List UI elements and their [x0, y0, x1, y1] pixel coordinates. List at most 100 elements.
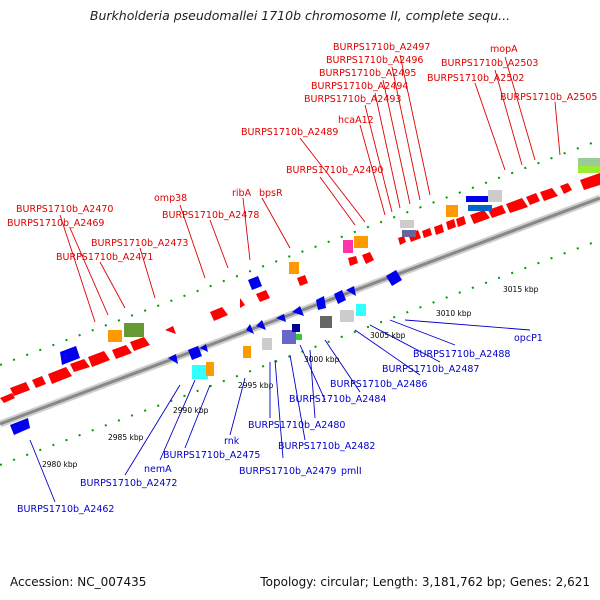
- forward-genes[interactable]: [0, 173, 600, 403]
- gene-arrow[interactable]: [130, 337, 150, 351]
- gene-arrow[interactable]: [456, 216, 466, 227]
- gene-label[interactable]: BURPS1710b_A2502: [427, 73, 524, 84]
- gene-label[interactable]: BURPS1710b_A2484: [289, 394, 386, 405]
- gene-label[interactable]: BURPS1710b_A2470: [16, 204, 113, 215]
- gene-arrow[interactable]: [560, 183, 572, 194]
- gene-arrow[interactable]: [398, 236, 406, 245]
- gene-arrow[interactable]: [48, 367, 72, 384]
- gene-label[interactable]: BURPS1710b_A2488: [413, 349, 510, 360]
- gene-arrow[interactable]: [248, 276, 262, 290]
- block-green[interactable]: [296, 334, 302, 340]
- gene-arrow[interactable]: [470, 210, 490, 224]
- gene-arrow[interactable]: [70, 359, 90, 372]
- block-orange[interactable]: [354, 236, 368, 248]
- block-magenta[interactable]: [343, 240, 353, 253]
- gene-arrow[interactable]: [422, 228, 432, 238]
- block-navy[interactable]: [292, 324, 300, 332]
- gene-arrow[interactable]: [240, 298, 245, 308]
- gene-arrow[interactable]: [446, 219, 456, 230]
- gene-arrow[interactable]: [60, 346, 80, 365]
- gene-label[interactable]: BURPS1710b_A2494: [311, 81, 408, 92]
- gene-label[interactable]: BURPS1710b_A2496: [326, 55, 423, 66]
- gene-label[interactable]: hcaA12: [338, 115, 374, 126]
- gene-label[interactable]: opcP1: [514, 333, 543, 344]
- gene-arrow[interactable]: [540, 188, 558, 201]
- gene-arrow[interactable]: [526, 193, 540, 205]
- block-blue[interactable]: [466, 196, 488, 202]
- block-cyan[interactable]: [192, 365, 208, 379]
- gene-arrow[interactable]: [112, 345, 132, 359]
- gene-arrow[interactable]: [276, 314, 286, 322]
- block-orange[interactable]: [446, 205, 458, 217]
- gene-arrow[interactable]: [256, 290, 270, 302]
- colored-blocks[interactable]: [108, 158, 600, 342]
- block-grey[interactable]: [262, 338, 272, 350]
- gene-arrow[interactable]: [210, 307, 228, 321]
- gene-label[interactable]: BURPS1710b_A2473: [91, 238, 188, 249]
- gene-label[interactable]: BURPS1710b_A2503: [441, 58, 538, 69]
- gene-label[interactable]: BURPS1710b_A2479: [239, 466, 336, 477]
- block-orange[interactable]: [108, 330, 122, 342]
- gene-arrow[interactable]: [200, 344, 208, 352]
- block-yellowgreen[interactable]: [578, 166, 600, 173]
- gene-label[interactable]: BURPS1710b_A2495: [319, 68, 416, 79]
- gene-label[interactable]: bpsR: [259, 188, 283, 199]
- gene-arrow[interactable]: [488, 205, 506, 218]
- gene-arrow[interactable]: [256, 320, 266, 330]
- gene-label[interactable]: nemA: [144, 464, 172, 475]
- block-purple[interactable]: [282, 330, 296, 344]
- gene-arrow[interactable]: [32, 376, 46, 388]
- gene-label[interactable]: rnk: [224, 436, 240, 447]
- gene-label[interactable]: BURPS1710b_A2475: [163, 450, 260, 461]
- block-purple[interactable]: [402, 230, 416, 237]
- reverse-genes[interactable]: [10, 270, 402, 435]
- gene-arrow[interactable]: [362, 252, 374, 264]
- gene-label[interactable]: ribA: [232, 188, 252, 199]
- gene-label[interactable]: BURPS1710b_A2489: [241, 127, 338, 138]
- gene-arrow[interactable]: [434, 224, 444, 235]
- block-lightgreen[interactable]: [578, 158, 600, 166]
- gene-arrow[interactable]: [334, 290, 346, 304]
- gene-arrow[interactable]: [246, 324, 254, 334]
- gene-label[interactable]: mopA: [490, 44, 518, 55]
- block-blue[interactable]: [468, 205, 492, 211]
- block-darkgrey[interactable]: [320, 316, 332, 328]
- block-orange[interactable]: [243, 346, 251, 358]
- gene-arrow[interactable]: [88, 351, 110, 367]
- gene-arrow[interactable]: [346, 286, 356, 296]
- gene-arrow[interactable]: [348, 256, 358, 266]
- gene-label[interactable]: pmlI: [341, 466, 362, 477]
- gene-label[interactable]: BURPS1710b_A2471: [56, 252, 153, 263]
- gene-arrow[interactable]: [292, 306, 304, 316]
- gene-label[interactable]: BURPS1710b_A2505: [500, 92, 597, 103]
- gene-arrow[interactable]: [297, 275, 308, 286]
- gene-label[interactable]: BURPS1710b_A2480: [248, 420, 345, 431]
- gene-arrow[interactable]: [386, 270, 402, 286]
- gene-label[interactable]: BURPS1710b_A2469: [7, 218, 104, 229]
- gene-arrow[interactable]: [10, 418, 30, 435]
- gene-label[interactable]: BURPS1710b_A2472: [80, 478, 177, 489]
- block-orange[interactable]: [289, 262, 299, 274]
- gene-label[interactable]: BURPS1710b_A2490: [286, 165, 383, 176]
- gene-arrow[interactable]: [165, 326, 176, 334]
- gene-label[interactable]: BURPS1710b_A2478: [162, 210, 259, 221]
- block-olive[interactable]: [124, 323, 144, 337]
- reverse-colored-blocks[interactable]: [192, 304, 366, 379]
- gene-arrow[interactable]: [168, 354, 178, 364]
- gene-label[interactable]: BURPS1710b_A2497: [333, 42, 430, 53]
- gene-arrow[interactable]: [10, 382, 30, 396]
- gene-label[interactable]: BURPS1710b_A2486: [330, 379, 427, 390]
- block-orange[interactable]: [206, 362, 214, 376]
- block-grey[interactable]: [488, 190, 502, 202]
- gene-arrow[interactable]: [0, 393, 15, 403]
- block-grey[interactable]: [400, 220, 414, 228]
- gene-arrow[interactable]: [580, 173, 600, 190]
- gene-label[interactable]: BURPS1710b_A2487: [382, 364, 479, 375]
- gene-label[interactable]: BURPS1710b_A2462: [17, 504, 114, 515]
- gene-arrow[interactable]: [506, 198, 528, 213]
- gene-label[interactable]: omp38: [154, 193, 187, 204]
- gene-label[interactable]: BURPS1710b_A2493: [304, 94, 401, 105]
- block-grey[interactable]: [340, 310, 354, 322]
- gene-arrow[interactable]: [316, 296, 326, 310]
